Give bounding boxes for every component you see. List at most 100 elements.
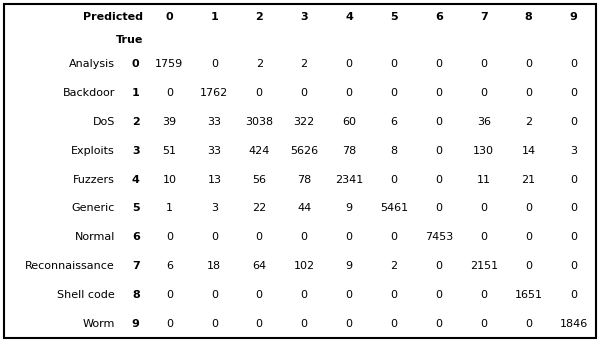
Text: 2341: 2341	[335, 175, 363, 185]
Text: 0: 0	[391, 319, 397, 329]
Text: 0: 0	[480, 88, 487, 98]
Text: 0: 0	[480, 232, 487, 242]
Text: 0: 0	[346, 232, 353, 242]
Text: 0: 0	[436, 60, 442, 69]
Text: 9: 9	[569, 12, 577, 22]
Text: 0: 0	[256, 290, 263, 300]
Text: Fuzzers: Fuzzers	[73, 175, 115, 185]
Text: 3038: 3038	[245, 117, 274, 127]
Text: 39: 39	[163, 117, 176, 127]
Text: 0: 0	[256, 232, 263, 242]
Text: 0: 0	[211, 60, 218, 69]
Text: 322: 322	[293, 117, 315, 127]
Text: 1762: 1762	[200, 88, 229, 98]
Text: 8: 8	[391, 146, 398, 156]
Text: 0: 0	[301, 88, 308, 98]
Text: 60: 60	[342, 117, 356, 127]
Text: 0: 0	[301, 232, 308, 242]
Text: 0: 0	[391, 175, 397, 185]
Text: Predicted: Predicted	[83, 12, 143, 22]
Text: 102: 102	[293, 261, 315, 271]
Text: 0: 0	[166, 12, 173, 22]
Text: 0: 0	[301, 290, 308, 300]
Text: Generic: Generic	[71, 203, 115, 213]
Text: 0: 0	[525, 88, 532, 98]
Text: 0: 0	[436, 146, 442, 156]
Text: 18: 18	[207, 261, 221, 271]
Text: 2: 2	[301, 60, 308, 69]
Text: 0: 0	[346, 290, 353, 300]
Text: 0: 0	[570, 175, 577, 185]
Text: 1: 1	[166, 203, 173, 213]
Text: 6: 6	[166, 261, 173, 271]
Text: 0: 0	[436, 88, 442, 98]
Text: 2: 2	[391, 261, 398, 271]
Text: 1651: 1651	[515, 290, 542, 300]
Text: 0: 0	[436, 203, 442, 213]
Text: 0: 0	[391, 60, 397, 69]
Text: 5626: 5626	[290, 146, 318, 156]
Text: 0: 0	[570, 60, 577, 69]
Text: 1: 1	[132, 88, 140, 98]
Text: 56: 56	[252, 175, 266, 185]
Text: Normal: Normal	[74, 232, 115, 242]
Text: DoS: DoS	[92, 117, 115, 127]
Text: 0: 0	[480, 290, 487, 300]
Text: 2: 2	[132, 117, 140, 127]
Text: 0: 0	[256, 319, 263, 329]
Text: Backdoor: Backdoor	[62, 88, 115, 98]
Text: 0: 0	[480, 319, 487, 329]
Text: 0: 0	[570, 261, 577, 271]
Text: 0: 0	[391, 232, 397, 242]
Text: 8: 8	[525, 12, 533, 22]
Text: 7: 7	[480, 12, 488, 22]
Text: 0: 0	[346, 319, 353, 329]
Text: 5: 5	[132, 203, 140, 213]
Text: 2151: 2151	[470, 261, 498, 271]
Text: 0: 0	[346, 60, 353, 69]
Text: 1: 1	[211, 12, 218, 22]
Text: 33: 33	[208, 117, 221, 127]
Text: 0: 0	[436, 117, 442, 127]
Text: 9: 9	[132, 319, 140, 329]
Text: 0: 0	[570, 290, 577, 300]
Text: 1759: 1759	[155, 60, 184, 69]
Text: 3: 3	[132, 146, 140, 156]
Text: 0: 0	[436, 261, 442, 271]
Text: 9: 9	[346, 261, 353, 271]
Text: 4: 4	[132, 175, 140, 185]
Text: Reconnaissance: Reconnaissance	[25, 261, 115, 271]
Text: 2: 2	[256, 12, 263, 22]
Text: 424: 424	[248, 146, 270, 156]
Text: 22: 22	[252, 203, 266, 213]
Text: 7: 7	[132, 261, 140, 271]
Text: 0: 0	[166, 319, 173, 329]
Text: 3: 3	[570, 146, 577, 156]
Text: 2: 2	[256, 60, 263, 69]
Text: 78: 78	[297, 175, 311, 185]
Text: 51: 51	[163, 146, 176, 156]
Text: True: True	[116, 35, 143, 45]
Text: 0: 0	[570, 232, 577, 242]
Text: 2: 2	[525, 117, 532, 127]
Text: 0: 0	[570, 203, 577, 213]
Text: 0: 0	[256, 88, 263, 98]
Text: 5461: 5461	[380, 203, 408, 213]
Text: 36: 36	[477, 117, 491, 127]
Text: 0: 0	[132, 60, 140, 69]
Text: 0: 0	[166, 88, 173, 98]
Text: 0: 0	[480, 203, 487, 213]
Text: 3: 3	[301, 12, 308, 22]
Text: 0: 0	[391, 290, 397, 300]
Text: 0: 0	[346, 88, 353, 98]
Text: Analysis: Analysis	[69, 60, 115, 69]
Text: 0: 0	[525, 60, 532, 69]
Text: 8: 8	[132, 290, 140, 300]
Text: 0: 0	[166, 290, 173, 300]
Text: 0: 0	[391, 88, 397, 98]
Text: 0: 0	[211, 290, 218, 300]
Text: 0: 0	[570, 117, 577, 127]
Text: 4: 4	[345, 12, 353, 22]
Text: Shell code: Shell code	[57, 290, 115, 300]
Text: 0: 0	[211, 232, 218, 242]
